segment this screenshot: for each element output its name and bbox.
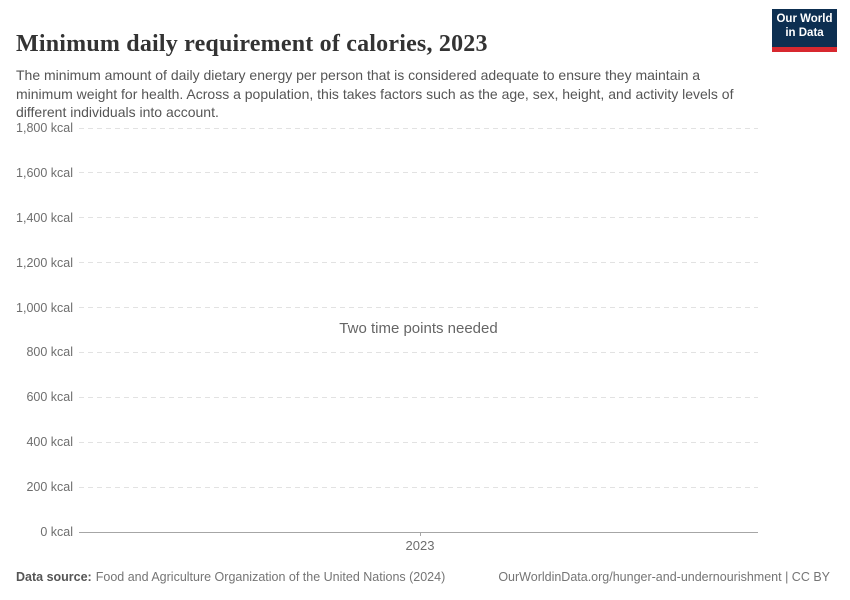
y-gridline: [79, 127, 758, 129]
footer-separator: |: [781, 570, 792, 584]
data-source-note: Data source: Food and Agriculture Organiz…: [16, 569, 445, 585]
owid-logo-line1: Our World: [776, 13, 833, 25]
chart-empty-message: Two time points needed: [339, 320, 498, 337]
y-tick-label: 800 kcal: [26, 345, 73, 360]
owid-url-link[interactable]: OurWorldinData.org/hunger-and-undernouri…: [498, 570, 782, 584]
y-gridline: [79, 172, 758, 174]
y-tick-label: 400 kcal: [26, 435, 73, 450]
y-gridline: [79, 262, 758, 264]
y-tick-label: 1,600 kcal: [16, 165, 73, 180]
owid-logo[interactable]: Our World in Data: [772, 9, 837, 52]
y-tick-label: 1,200 kcal: [16, 255, 73, 270]
data-source-label: Data source:: [16, 570, 92, 584]
y-gridline: [79, 217, 758, 219]
owid-logo-line2: in Data: [785, 26, 824, 39]
y-tick-label: 600 kcal: [26, 390, 73, 405]
y-gridline: [79, 486, 758, 488]
data-source-value: Food and Agriculture Organization of the…: [95, 570, 446, 584]
x-axis-line: [79, 531, 758, 533]
x-tick-mark: [420, 531, 421, 536]
page-title: Minimum daily requirement of calories, 2…: [16, 31, 488, 58]
y-tick-label: 200 kcal: [26, 480, 73, 495]
y-gridline: [79, 396, 758, 398]
x-tick-label: 2023: [405, 538, 435, 553]
footer-credits: OurWorldinData.org/hunger-and-undernouri…: [498, 569, 830, 585]
y-gridline: [79, 351, 758, 353]
y-gridline: [79, 441, 758, 443]
y-tick-label: 1,400 kcal: [16, 210, 73, 225]
y-gridline: [79, 307, 758, 309]
chart-footer: Data source: Food and Agriculture Organiz…: [16, 569, 830, 585]
y-tick-label: 1,000 kcal: [16, 300, 73, 315]
chart-subtitle: The minimum amount of daily dietary ener…: [16, 67, 734, 120]
license-label: CC BY: [791, 570, 830, 584]
y-tick-label: 0 kcal: [40, 525, 73, 539]
y-tick-label: 1,800 kcal: [16, 121, 73, 135]
